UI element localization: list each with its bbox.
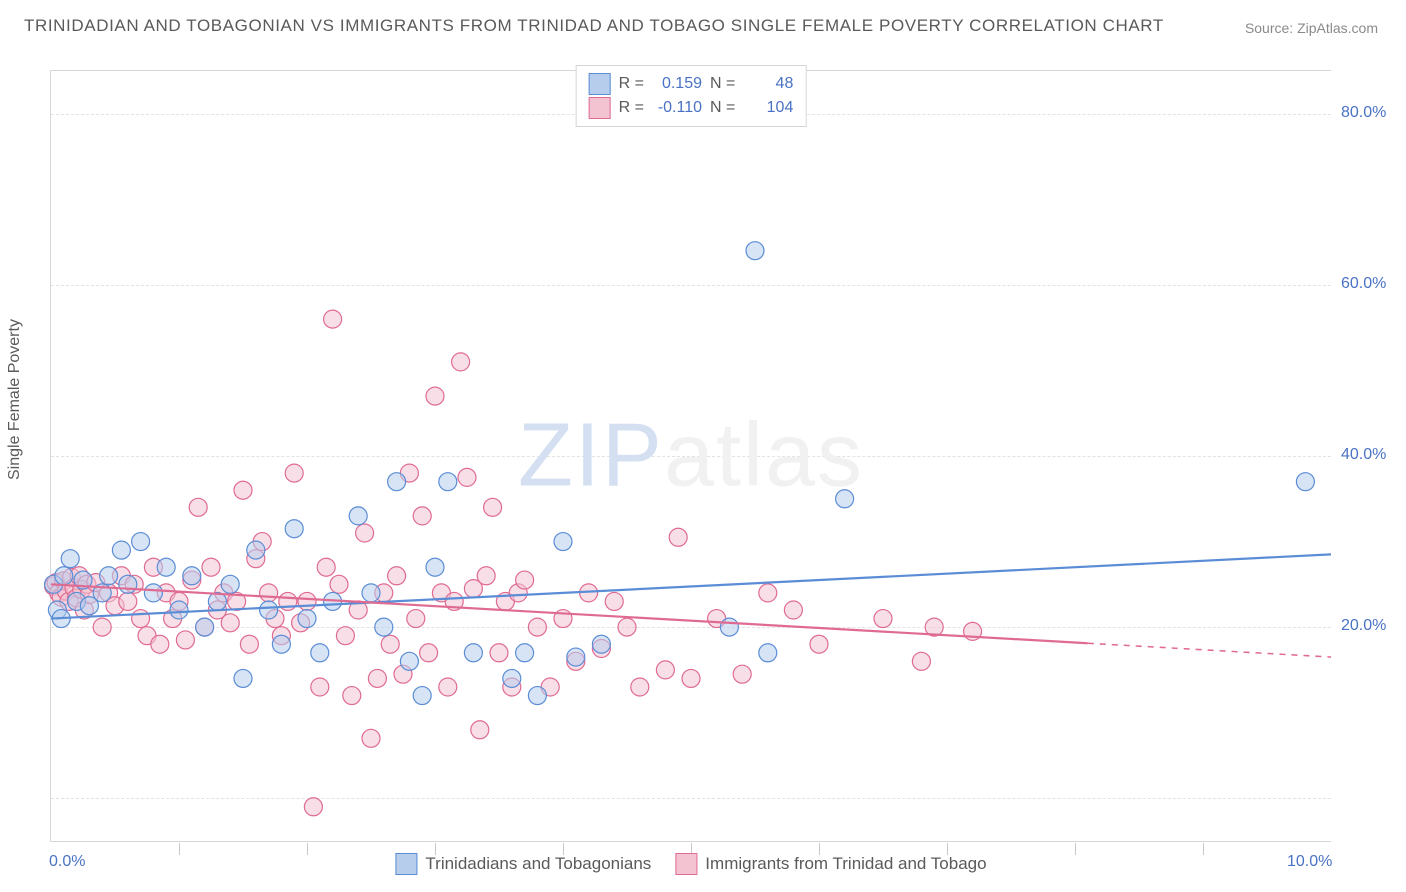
n-value-series1: 48: [743, 72, 793, 96]
y-tick-label: 40.0%: [1341, 446, 1401, 464]
legend-row-series2: R = -0.110 N = 104: [589, 96, 794, 120]
x-minor-tick: [307, 843, 308, 855]
legend-item-series1: Trinidadians and Tobagonians: [395, 853, 651, 875]
x-minor-tick: [1203, 843, 1204, 855]
swatch-series1: [589, 73, 611, 95]
chart-title: TRINIDADIAN AND TOBAGONIAN VS IMMIGRANTS…: [24, 16, 1164, 36]
y-tick-label: 20.0%: [1341, 617, 1401, 635]
n-label: N =: [710, 96, 735, 120]
legend-row-series1: R = 0.159 N = 48: [589, 72, 794, 96]
y-tick-label: 60.0%: [1341, 275, 1401, 293]
legend-series: Trinidadians and Tobagonians Immigrants …: [395, 853, 986, 875]
swatch-series2: [675, 853, 697, 875]
y-axis-label: Single Female Poverty: [6, 319, 24, 480]
legend-label-series2: Immigrants from Trinidad and Tobago: [705, 854, 986, 874]
legend-item-series2: Immigrants from Trinidad and Tobago: [675, 853, 986, 875]
x-minor-tick: [1075, 843, 1076, 855]
swatch-series1: [395, 853, 417, 875]
trend-lines-layer: [51, 71, 1331, 841]
legend-label-series1: Trinidadians and Tobagonians: [425, 854, 651, 874]
n-label: N =: [710, 72, 735, 96]
r-label: R =: [619, 72, 644, 96]
r-value-series1: 0.159: [652, 72, 702, 96]
r-value-series2: -0.110: [652, 96, 702, 120]
source-label: Source: ZipAtlas.com: [1245, 20, 1378, 36]
x-tick-label: 10.0%: [1287, 853, 1332, 871]
n-value-series2: 104: [743, 96, 793, 120]
y-tick-label: 80.0%: [1341, 104, 1401, 122]
r-label: R =: [619, 96, 644, 120]
plot-area: ZIPatlas R = 0.159 N = 48 R = -0.110 N =…: [50, 70, 1331, 842]
x-minor-tick: [179, 843, 180, 855]
x-tick-label: 0.0%: [49, 853, 85, 871]
swatch-series2: [589, 97, 611, 119]
legend-correlation: R = 0.159 N = 48 R = -0.110 N = 104: [576, 65, 807, 127]
trend-line-dashed: [1088, 643, 1331, 657]
trend-line: [51, 554, 1331, 618]
